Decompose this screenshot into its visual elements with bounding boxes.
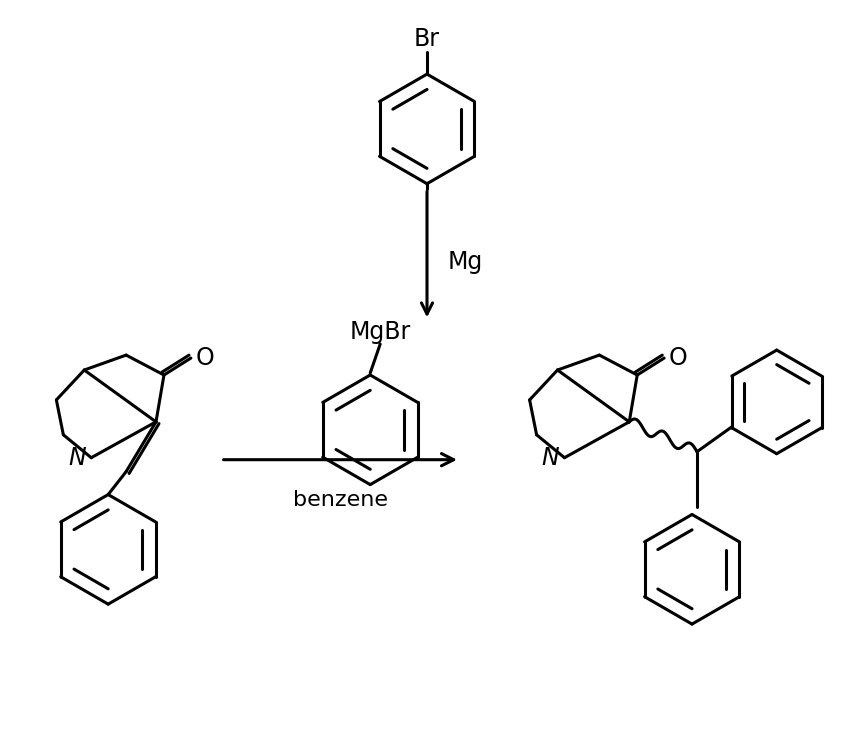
Text: O: O [196, 346, 215, 370]
Text: N: N [542, 445, 559, 470]
Text: MgBr: MgBr [350, 320, 410, 344]
Text: Br: Br [414, 27, 440, 51]
Text: Mg: Mg [448, 251, 483, 274]
Text: N: N [68, 445, 86, 470]
Text: O: O [669, 346, 687, 370]
Text: benzene: benzene [292, 489, 388, 510]
